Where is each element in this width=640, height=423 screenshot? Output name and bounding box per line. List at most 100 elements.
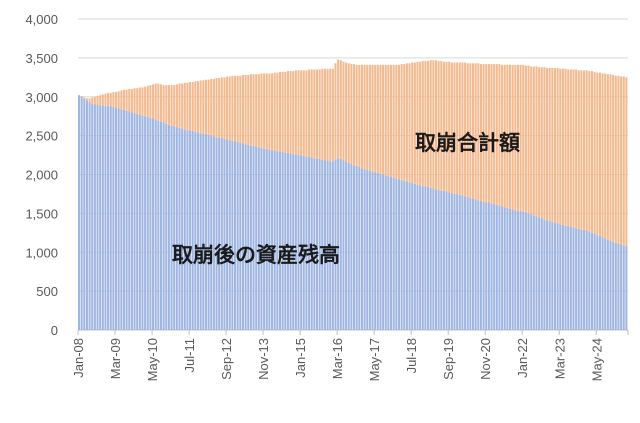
bar-balance [181, 128, 184, 330]
bar-balance [397, 179, 400, 330]
bar-withdrawn [614, 75, 617, 243]
bar-balance [236, 141, 239, 330]
bar-withdrawn [149, 85, 152, 118]
bar-balance [458, 194, 461, 330]
bar-balance [379, 173, 382, 330]
bar-balance [271, 150, 274, 330]
bar-balance [387, 176, 390, 330]
x-tick-label: Sep-19 [441, 338, 456, 380]
bar-withdrawn [226, 76, 229, 140]
x-tick-label: Nov-13 [256, 338, 271, 380]
bar-balance [408, 182, 411, 330]
bar-withdrawn [434, 60, 438, 190]
bar-balance [530, 214, 533, 330]
bar-withdrawn [107, 92, 110, 107]
bar-withdrawn [202, 80, 205, 134]
bar-balance [276, 151, 279, 330]
bar-withdrawn [308, 69, 311, 157]
bar-withdrawn [83, 97, 86, 99]
bar-withdrawn [429, 60, 432, 188]
bar-balance [596, 235, 599, 330]
bar-balance [141, 115, 144, 330]
bar-balance [175, 127, 178, 330]
bar-balance [130, 112, 133, 330]
bar-withdrawn [175, 84, 178, 128]
bar-balance [466, 197, 469, 330]
bar-balance [292, 154, 295, 330]
bar-withdrawn [115, 92, 118, 108]
bar-withdrawn [122, 89, 125, 110]
bar-balance [432, 188, 435, 330]
bar-balance [590, 232, 594, 330]
bar-withdrawn [157, 83, 160, 121]
bar-withdrawn [609, 74, 612, 241]
bar-balance [490, 203, 493, 330]
bar-withdrawn [612, 74, 615, 243]
y-tick-label: 4,000 [25, 12, 58, 27]
bar-balance [170, 125, 173, 330]
bar-withdrawn [424, 60, 427, 187]
bar-withdrawn [350, 64, 353, 164]
bar-balance [376, 172, 379, 330]
bar-balance [469, 197, 472, 330]
bar-balance [345, 161, 348, 330]
bar-withdrawn [593, 71, 596, 234]
bar-balance [85, 100, 88, 330]
bar-withdrawn [315, 69, 319, 159]
bar-withdrawn [93, 96, 96, 105]
bar-withdrawn [353, 64, 356, 166]
bar-balance [165, 123, 168, 331]
bar-balance [501, 206, 504, 330]
bar-balance [355, 165, 358, 330]
bar-balance [598, 235, 601, 330]
bar-balance [289, 153, 292, 330]
bar-balance [477, 200, 480, 330]
bar-withdrawn [522, 64, 525, 212]
bars [78, 59, 628, 331]
y-tick-label: 500 [36, 284, 58, 299]
bar-balance [368, 170, 371, 330]
bar-balance [107, 106, 110, 330]
bar-withdrawn [442, 61, 445, 191]
bar-withdrawn [152, 84, 155, 119]
bar-withdrawn [509, 64, 512, 209]
y-tick-label: 0 [51, 323, 58, 338]
bar-withdrawn [461, 62, 464, 196]
bar-withdrawn [255, 74, 258, 147]
bar-balance [337, 158, 340, 330]
bar-balance [516, 211, 519, 330]
y-tick-label: 2,500 [25, 129, 58, 144]
bar-withdrawn [302, 70, 305, 156]
bar-withdrawn [617, 75, 620, 244]
bar-withdrawn [165, 85, 168, 124]
bar-withdrawn [247, 74, 250, 145]
bar-balance [278, 151, 282, 330]
bar-withdrawn [234, 75, 237, 142]
bar-withdrawn [125, 89, 128, 111]
bar-balance [421, 186, 424, 330]
bar-withdrawn [487, 64, 490, 203]
bar-withdrawn [355, 64, 358, 166]
bar-withdrawn [479, 64, 482, 201]
bar-balance [390, 176, 393, 330]
bar-balance [522, 211, 525, 330]
bar-withdrawn [530, 66, 533, 215]
bar-balance [440, 190, 443, 330]
bar-withdrawn [130, 88, 133, 113]
bar-balance [149, 117, 152, 331]
bar-balance [413, 183, 416, 330]
x-tick-label: Jan-08 [71, 338, 86, 378]
bar-withdrawn [569, 69, 572, 227]
bar-balance [318, 158, 321, 330]
bar-balance [585, 230, 588, 330]
bar-withdrawn [162, 85, 165, 123]
bar-withdrawn [191, 81, 194, 131]
bar-balance [485, 202, 488, 330]
bar-balance [284, 152, 287, 330]
bar-withdrawn [265, 73, 268, 149]
bar-balance [268, 149, 271, 330]
bar-balance [371, 171, 374, 330]
bar-balance [561, 225, 564, 330]
bar-withdrawn [257, 74, 260, 148]
bar-withdrawn [339, 60, 342, 159]
